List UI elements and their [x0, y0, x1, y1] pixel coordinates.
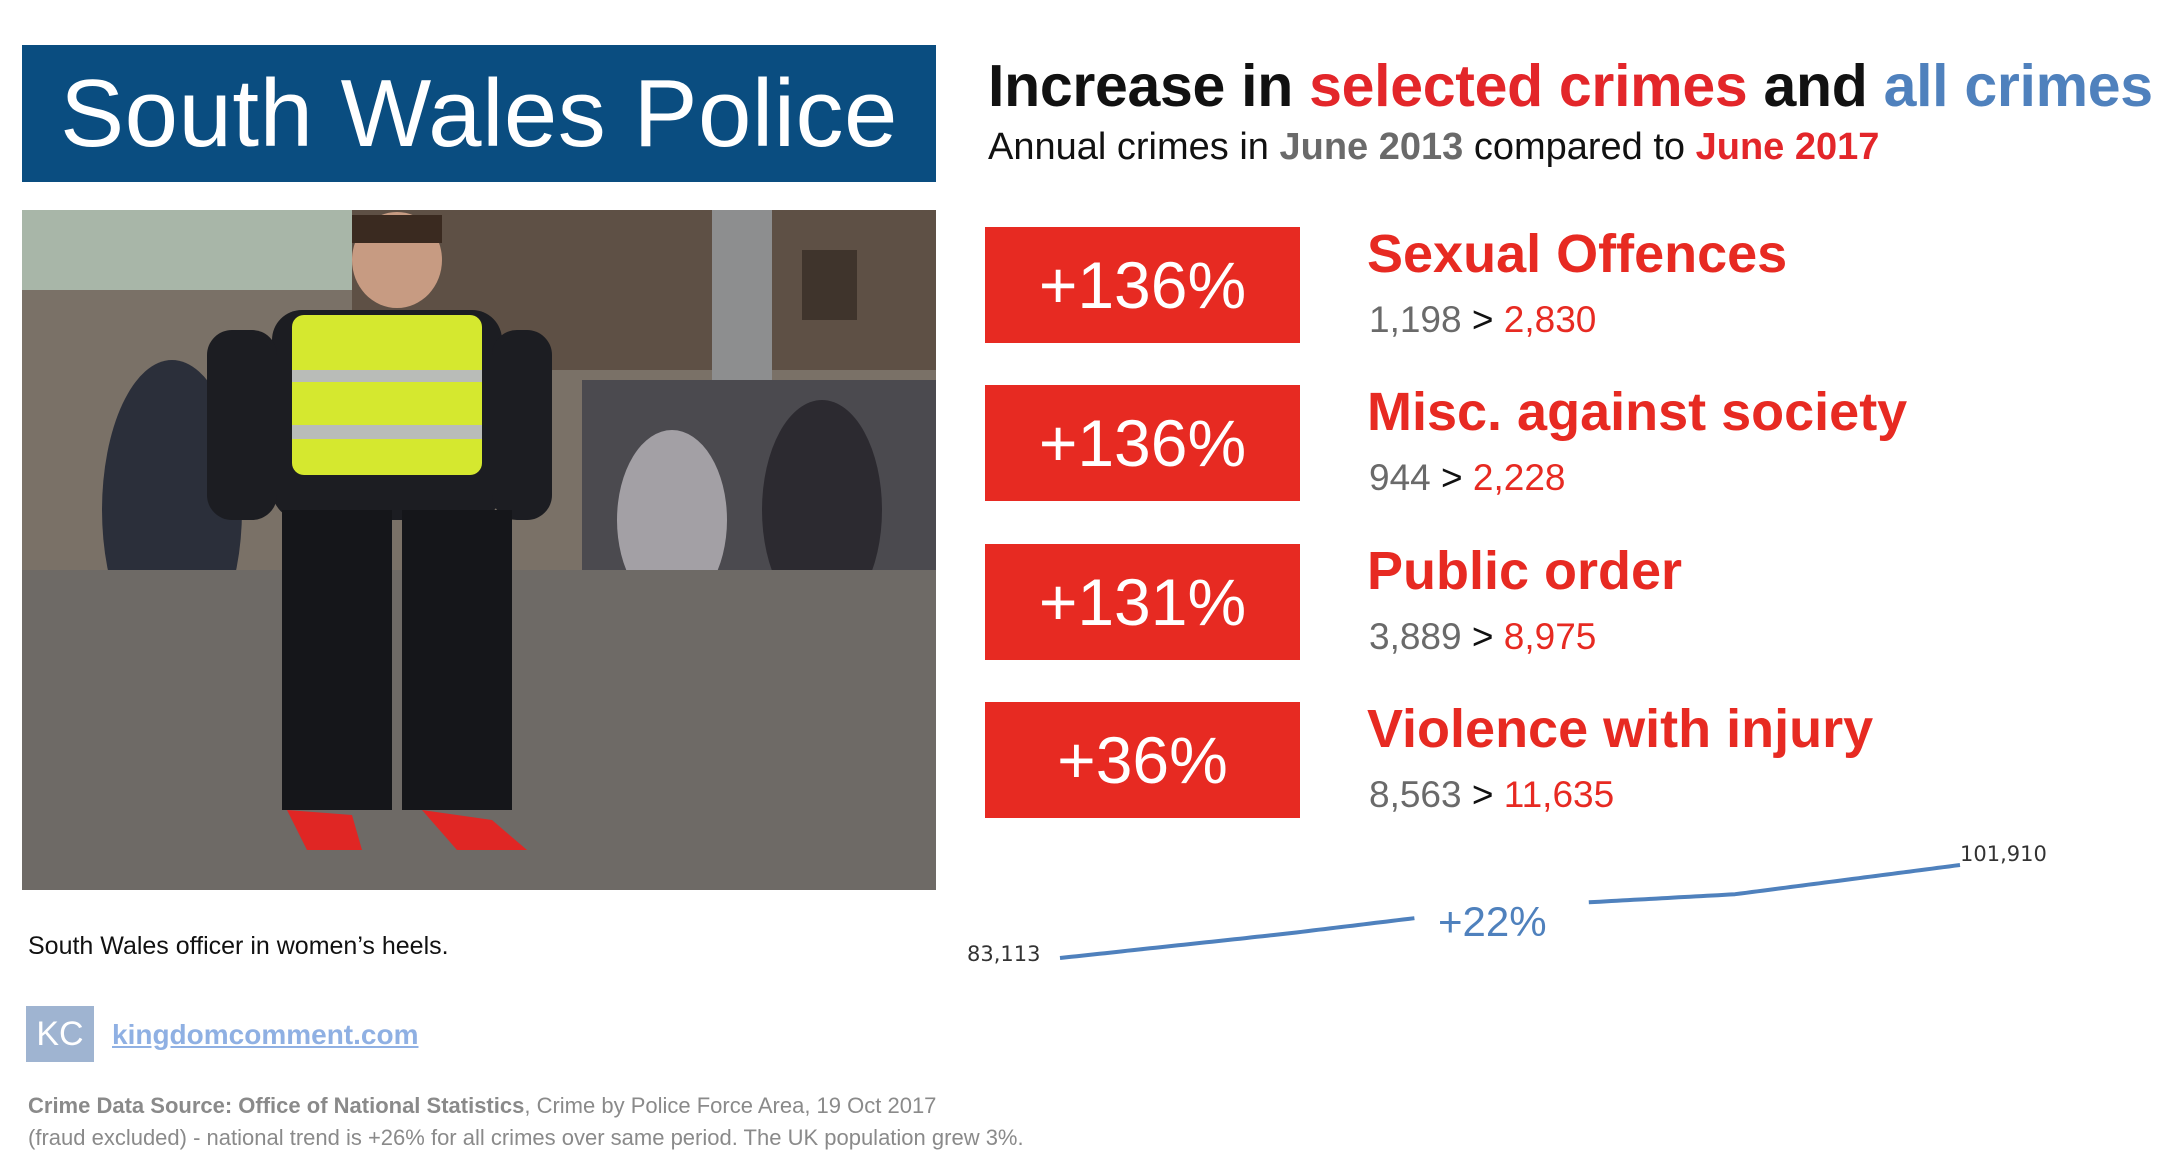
- trend-start-label: 83,113: [967, 942, 1041, 966]
- value-2017: 8,975: [1503, 616, 1597, 657]
- page-title: South Wales Police: [22, 45, 936, 182]
- increase-badge: +36%: [985, 702, 1300, 818]
- subheading-part-3: compared to: [1463, 126, 1696, 168]
- source-note: Crime Data Source: Office of National St…: [28, 1090, 1024, 1154]
- trend-line-segment: [1059, 916, 1415, 960]
- crime-name: Misc. against society: [1367, 382, 1908, 442]
- photo-caption: South Wales officer in women’s heels.: [28, 932, 449, 960]
- crime-name: Violence with injury: [1367, 699, 1874, 759]
- crime-name: Sexual Offences: [1367, 224, 1788, 284]
- heading-part-1: Increase in: [988, 53, 1310, 119]
- trend-line-segment: [1588, 863, 1961, 905]
- value-2017: 2,830: [1503, 299, 1597, 340]
- value-separator: >: [1461, 616, 1504, 657]
- crime-row-sexual-offences: +136% Sexual Offences 1,198 > 2,830: [985, 224, 2115, 345]
- subheading: Annual crimes in June 2013 compared to J…: [988, 126, 1879, 169]
- crime-values: 944 > 2,228: [1369, 457, 1566, 499]
- value-separator: >: [1430, 457, 1473, 498]
- heading-selected-crimes: selected crimes: [1309, 53, 1748, 119]
- value-2013: 8,563: [1369, 774, 1462, 815]
- value-2013: 1,198: [1369, 299, 1462, 340]
- crime-row-misc-against-society: +136% Misc. against society 944 > 2,228: [985, 382, 2115, 503]
- value-separator: >: [1461, 774, 1504, 815]
- increase-badge: +131%: [985, 544, 1300, 660]
- source-detail: , Crime by Police Force Area, 19 Oct 201…: [524, 1093, 937, 1118]
- crime-name: Public order: [1367, 541, 1683, 601]
- trend-increase-label: +22%: [1438, 898, 1547, 945]
- trend-end-label: 101,910: [1960, 842, 2047, 866]
- increase-badge: +136%: [985, 385, 1300, 501]
- source-line-1: Crime Data Source: Office of National St…: [28, 1090, 1024, 1122]
- value-2013: 3,889: [1369, 616, 1462, 657]
- subheading-end-date: June 2017: [1695, 126, 1880, 168]
- officer-photo: [22, 210, 936, 890]
- crime-values: 1,198 > 2,830: [1369, 299, 1596, 341]
- value-2017: 11,635: [1503, 774, 1615, 815]
- value-2013: 944: [1369, 457, 1431, 498]
- subheading-start-date: June 2013: [1279, 126, 1464, 168]
- crime-values: 8,563 > 11,635: [1369, 774, 1614, 816]
- heading-all-crimes: all crimes: [1883, 53, 2154, 119]
- increase-badge: +136%: [985, 227, 1300, 343]
- site-link[interactable]: kingdomcomment.com: [112, 1019, 419, 1050]
- all-crimes-trend: 83,113 101,910 +22%: [960, 830, 2060, 985]
- subheading-part-1: Annual crimes in: [988, 126, 1280, 168]
- crime-row-violence-with-injury: +36% Violence with injury 8,563 > 11,635: [985, 699, 2115, 820]
- crime-row-public-order: +131% Public order 3,889 > 8,975: [985, 541, 2115, 662]
- source-line-2: (fraud excluded) - national trend is +26…: [28, 1125, 1024, 1150]
- heading: Increase in selected crimes and all crim…: [988, 52, 2153, 120]
- value-separator: >: [1461, 299, 1504, 340]
- trend-chart: [1059, 863, 1961, 960]
- source-label: Crime Data Source: Office of National St…: [28, 1093, 525, 1118]
- heading-part-3: and: [1747, 53, 1884, 119]
- value-2017: 2,228: [1472, 457, 1566, 498]
- kc-logo: KC: [26, 1006, 94, 1062]
- crime-values: 3,889 > 8,975: [1369, 616, 1596, 658]
